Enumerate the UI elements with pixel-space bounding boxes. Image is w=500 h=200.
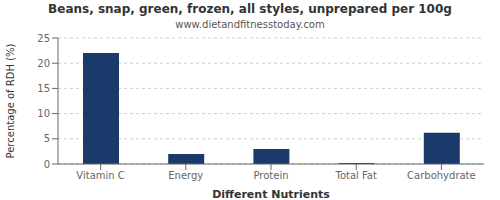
svg-text:10: 10: [37, 108, 50, 119]
svg-text:Percentage of RDH (%): Percentage of RDH (%): [8, 43, 16, 158]
svg-text:15: 15: [37, 83, 50, 94]
html-text:Beans, snap, green, frozen, al: Beans, snap, green, frozen, all styles, …: [48, 2, 452, 16]
svg-text:Different Nutrients: Different Nutrients: [212, 188, 330, 200]
svg-text:Vitamin C: Vitamin C: [76, 170, 124, 181]
svg-text:Energy: Energy: [168, 170, 203, 181]
svg-text:0: 0: [44, 159, 50, 170]
svg-text:20: 20: [37, 58, 50, 69]
svg-text:Total Fat: Total Fat: [334, 170, 376, 181]
html-text:www.dietandfitnesstoday.com: www.dietandfitnesstoday.com: [175, 19, 325, 30]
svg-text:Carbohydrate: Carbohydrate: [407, 170, 476, 181]
svg-text:25: 25: [37, 33, 50, 44]
svg-text:Protein: Protein: [253, 170, 288, 181]
svg-text:5: 5: [44, 133, 50, 144]
